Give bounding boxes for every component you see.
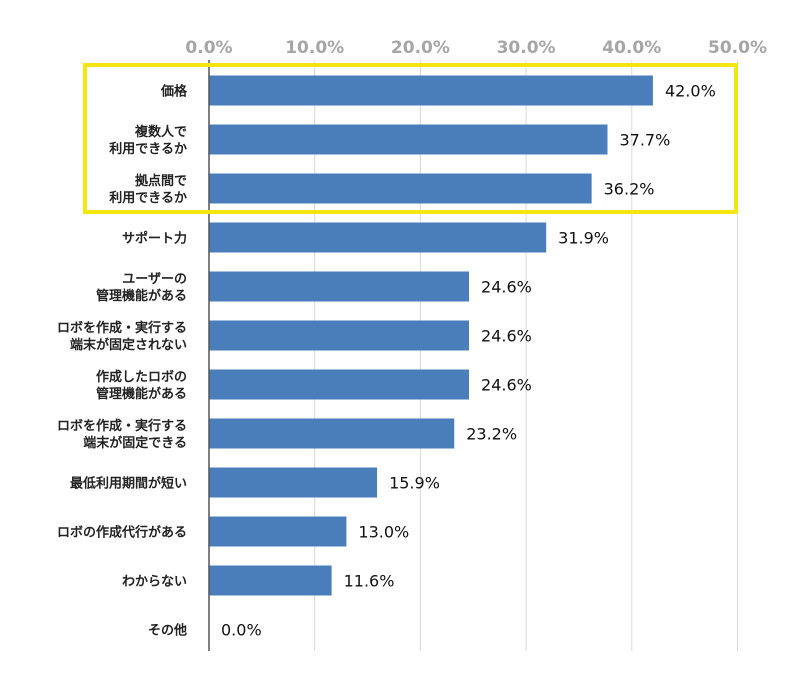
bar — [209, 565, 332, 596]
value-labels: 42.0% 37.7% 36.2% 31.9% 24.6% 24.6% 24.6% 23.2%… — [221, 82, 716, 640]
category-label: ロボを作成・実行する — [57, 418, 187, 434]
category-label: 管理機能がある — [96, 288, 187, 304]
category-label: 利用できるか — [109, 190, 187, 206]
category-label: ロボを作成・実行する — [57, 320, 187, 336]
bar — [209, 369, 470, 400]
category-label: 複数人で — [134, 124, 187, 140]
bar — [209, 124, 608, 155]
bar — [209, 222, 547, 253]
value-label: 23.2% — [466, 425, 517, 444]
bar — [209, 271, 470, 302]
category-label: わからない — [122, 575, 187, 590]
category-label: 端末が固定できる — [83, 435, 187, 451]
category-label: 価格 — [160, 84, 188, 100]
x-axis-ticks: 0.0% 10.0% 20.0% 30.0% 40.0% 50.0% — [185, 38, 767, 58]
x-tick-label: 20.0% — [391, 38, 450, 58]
value-label: 24.6% — [481, 327, 532, 346]
highlight-box — [83, 63, 738, 214]
x-tick-label: 0.0% — [185, 38, 232, 58]
category-label: 管理機能がある — [96, 386, 187, 402]
category-label: 利用できるか — [109, 141, 187, 157]
bar — [209, 516, 347, 547]
category-label: その他 — [148, 623, 187, 639]
value-label: 42.0% — [665, 82, 716, 101]
x-tick-label: 50.0% — [708, 38, 767, 58]
category-label: ユーザーの — [122, 272, 187, 287]
value-label: 37.7% — [619, 131, 670, 150]
value-label: 13.0% — [358, 523, 409, 542]
category-label: 最低利用期間が短い — [70, 476, 187, 492]
bar — [209, 75, 653, 106]
category-label: ロボの作成代行がある — [57, 525, 187, 541]
x-tick-label: 10.0% — [285, 38, 344, 58]
value-label: 36.2% — [604, 180, 655, 199]
value-label: 24.6% — [481, 278, 532, 297]
x-tick-label: 40.0% — [602, 38, 661, 58]
value-label: 0.0% — [221, 621, 262, 640]
category-label: 拠点間で — [135, 173, 187, 189]
category-label: 作成したロボの — [96, 369, 187, 385]
bar — [209, 467, 378, 498]
value-label: 31.9% — [558, 229, 609, 248]
category-label: サポート力 — [122, 231, 187, 247]
category-labels: 価格複数人で利用できるか拠点間で利用できるかサポート力ユーザーの管理機能があるロ… — [57, 84, 188, 639]
x-tick-label: 30.0% — [497, 38, 556, 58]
value-label: 15.9% — [389, 474, 440, 493]
bar — [209, 173, 592, 204]
category-label: 端末が固定されない — [70, 337, 187, 353]
bar — [209, 320, 470, 351]
value-label: 24.6% — [481, 376, 532, 395]
bar — [209, 418, 455, 449]
value-label: 11.6% — [344, 572, 395, 591]
bars — [209, 75, 653, 596]
